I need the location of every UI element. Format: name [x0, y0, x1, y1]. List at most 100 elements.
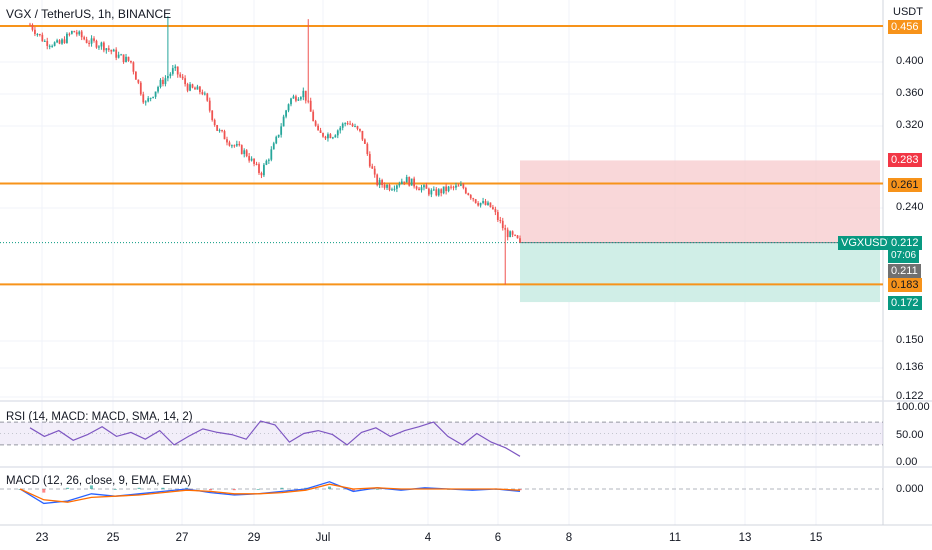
candle-body: [366, 143, 369, 155]
price-tick: 0.122: [896, 390, 924, 402]
position-zones[interactable]: [0, 160, 883, 303]
candle-body: [164, 78, 167, 85]
candle-body: [398, 184, 401, 186]
candle-body: [430, 190, 433, 195]
candle-body: [425, 185, 428, 189]
candle-body: [450, 186, 452, 188]
candle-body: [235, 143, 238, 146]
macd-signal-line: [19, 483, 521, 503]
candle-body: [442, 186, 445, 194]
rsi-tick: 50.00: [896, 429, 924, 441]
time-axis-label: Jul: [315, 532, 331, 544]
candle-body: [511, 231, 514, 235]
candle-body: [479, 202, 482, 206]
candle-body: [221, 130, 223, 132]
time-axis-label: 29: [247, 532, 261, 544]
rsi-indicator-label[interactable]: RSI (14, MACD: MACD, SMA, 14, 2): [6, 411, 193, 423]
macd-histogram-bar: [351, 489, 355, 492]
candle-body: [282, 116, 285, 127]
candle-body: [245, 150, 248, 157]
candle-body: [477, 203, 480, 206]
candle-body: [147, 98, 150, 102]
candle-body: [280, 126, 283, 135]
candle-body: [63, 39, 66, 43]
candle-body: [157, 86, 159, 92]
candle-body: [386, 184, 388, 188]
level-price-tag: 0.456: [888, 20, 922, 34]
time-axis-label: 25: [106, 532, 120, 544]
pane-separators[interactable]: [0, 400, 932, 468]
candle-body: [265, 160, 268, 165]
candle-body: [191, 84, 194, 88]
candle-body: [171, 68, 174, 74]
candle-body: [494, 209, 497, 213]
candle-body: [58, 40, 61, 44]
price-tick: 0.400: [896, 55, 924, 67]
candle-body: [287, 104, 290, 111]
macd-indicator-label[interactable]: MACD (12, 26, close, 9, EMA, EMA): [6, 475, 192, 487]
macd-histogram-bar: [375, 489, 379, 490]
macd-histogram-bar: [66, 487, 70, 489]
candle-body: [275, 136, 278, 144]
stop-loss-price-tag: 0.283: [888, 153, 922, 167]
candle-body: [506, 229, 509, 238]
candle-body: [487, 202, 489, 205]
candle-body: [346, 123, 349, 125]
candle-body: [134, 71, 137, 80]
candle-body: [395, 185, 398, 189]
candle-body: [462, 184, 465, 189]
candle-body: [201, 92, 204, 95]
candle-body: [331, 137, 334, 139]
candle-body: [61, 39, 63, 44]
candle-body: [179, 74, 182, 77]
candle-body: [34, 29, 36, 35]
candle-body: [226, 139, 228, 143]
candle-body: [351, 124, 354, 127]
price-axis-currency: USDT: [893, 6, 923, 18]
candle-body: [29, 24, 31, 26]
candle-body: [376, 174, 379, 186]
candle-body: [98, 46, 100, 48]
candle-body: [36, 34, 39, 36]
candle-body: [110, 49, 113, 52]
candle-body: [391, 189, 393, 191]
candle-body: [327, 134, 329, 139]
candle-body: [152, 96, 155, 98]
candle-body: [240, 145, 243, 155]
time-axis-label: 11: [669, 532, 681, 544]
candle-body: [452, 186, 455, 188]
symbol-title[interactable]: VGX / TetherUS, 1h, BINANCE: [6, 7, 172, 21]
candle-body: [73, 31, 76, 33]
candle-body: [356, 126, 359, 129]
candle-body: [43, 40, 46, 42]
price-tick: 0.240: [896, 201, 924, 213]
take-profit-price-tag: 0.172: [888, 296, 922, 310]
candle-body: [378, 180, 381, 186]
time-axis-label: 15: [809, 532, 823, 544]
candle-body: [368, 154, 371, 167]
candle-body: [223, 131, 226, 140]
candle-body: [112, 49, 115, 52]
candle-body: [383, 184, 386, 188]
candle-body: [302, 90, 305, 98]
candle-body: [48, 45, 51, 47]
candle-body: [263, 164, 265, 176]
rsi-tick: 100.00: [896, 401, 930, 413]
rsi-panel: [0, 420, 883, 457]
candle-body: [186, 84, 189, 91]
candle-body: [388, 184, 391, 190]
candle-body: [437, 189, 440, 196]
candle-body: [432, 189, 435, 191]
candle-body: [427, 188, 430, 195]
support-resistance-levels[interactable]: [0, 25, 883, 286]
macd-histogram-bar: [256, 489, 260, 490]
candle-body: [75, 32, 78, 35]
candle-body: [516, 235, 519, 239]
candle-body: [381, 180, 384, 185]
candle-body: [41, 34, 44, 42]
candle-body: [373, 168, 376, 175]
candle-body: [447, 186, 450, 192]
candle-body: [270, 149, 273, 160]
candle-body: [253, 158, 255, 164]
